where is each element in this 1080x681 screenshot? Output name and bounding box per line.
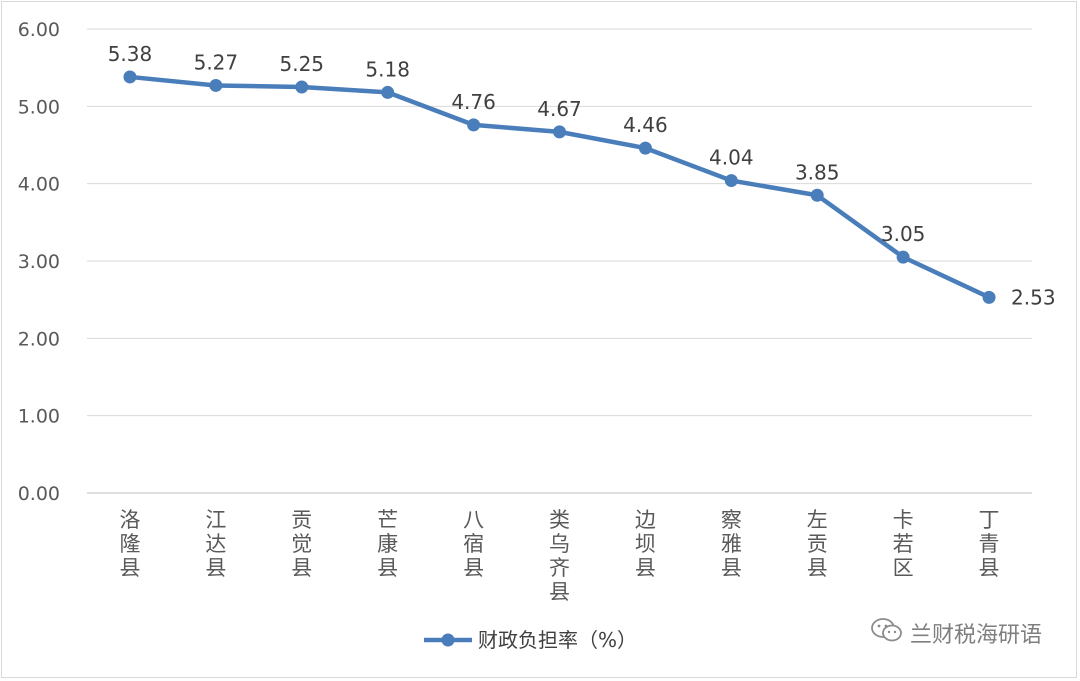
legend-label: 财政负担率（%） bbox=[478, 628, 637, 652]
data-label: 5.18 bbox=[365, 57, 410, 81]
y-tick-label: 5.00 bbox=[18, 96, 60, 118]
data-point bbox=[381, 85, 395, 99]
y-tick-label: 3.00 bbox=[18, 251, 60, 273]
x-tick-label: 芒康县 bbox=[377, 508, 398, 580]
x-tick-label: 察雅县 bbox=[721, 508, 742, 580]
y-tick-label: 2.00 bbox=[18, 328, 60, 350]
x-tick-label: 类乌齐县 bbox=[549, 508, 570, 604]
data-point bbox=[810, 188, 824, 202]
y-tick-label: 6.00 bbox=[18, 19, 60, 41]
x-tick-label: 洛隆县 bbox=[119, 508, 140, 580]
x-tick-label: 江达县 bbox=[205, 508, 226, 580]
data-label: 2.53 bbox=[1011, 285, 1056, 309]
watermark: 兰财税海研语 bbox=[870, 616, 1042, 650]
wechat-icon bbox=[870, 616, 904, 650]
x-tick-label: 丁青县 bbox=[979, 508, 1000, 580]
x-tick-label: 贡觉县 bbox=[291, 508, 312, 580]
y-tick-label: 4.00 bbox=[18, 174, 60, 196]
data-label: 4.46 bbox=[623, 113, 668, 137]
x-tick-label: 左贡县 bbox=[807, 508, 828, 580]
y-tick-label: 1.00 bbox=[18, 406, 60, 428]
data-point bbox=[896, 250, 910, 264]
data-point bbox=[724, 174, 738, 188]
watermark-text: 兰财税海研语 bbox=[909, 623, 1042, 648]
data-point bbox=[209, 78, 223, 92]
data-point bbox=[982, 290, 996, 304]
y-tick-label: 0.00 bbox=[18, 483, 60, 505]
data-label: 3.85 bbox=[795, 160, 840, 184]
data-label: 5.25 bbox=[280, 52, 325, 76]
x-tick-label: 卡若区 bbox=[893, 508, 914, 580]
x-tick-label: 边坝县 bbox=[635, 508, 656, 580]
data-label: 5.27 bbox=[194, 50, 239, 74]
data-label: 3.05 bbox=[881, 222, 926, 246]
data-label: 5.38 bbox=[108, 42, 153, 66]
data-point bbox=[638, 141, 652, 155]
data-label: 4.04 bbox=[709, 146, 754, 170]
x-tick-label: 八宿县 bbox=[463, 508, 484, 580]
data-point bbox=[553, 125, 566, 139]
data-point bbox=[467, 118, 481, 132]
data-label: 4.76 bbox=[451, 90, 496, 114]
data-point bbox=[295, 80, 309, 94]
legend-marker bbox=[441, 633, 455, 647]
data-label: 4.67 bbox=[537, 97, 582, 121]
data-point bbox=[123, 70, 137, 84]
